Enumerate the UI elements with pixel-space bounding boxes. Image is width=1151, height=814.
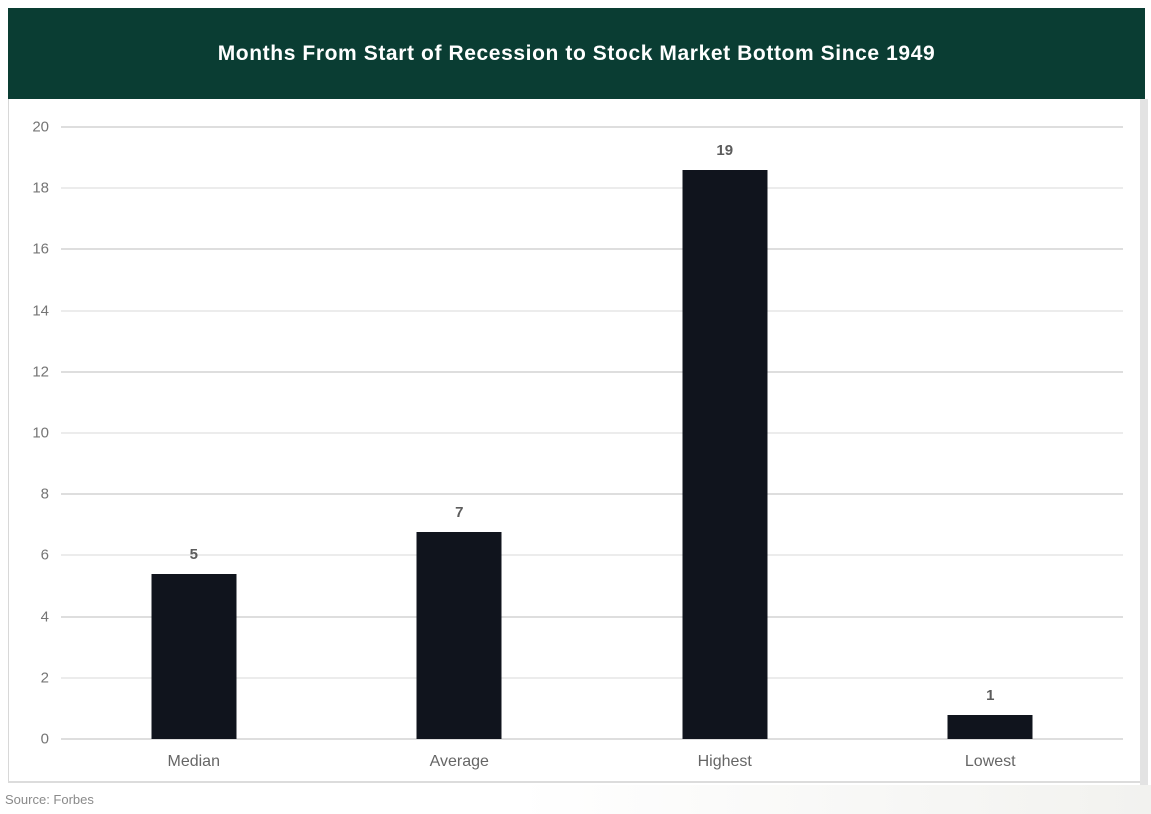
x-axis-label-highest: Highest (697, 753, 752, 770)
y-axis-tick-label: 2 (40, 669, 49, 687)
y-axis-tick-label: 20 (32, 118, 49, 136)
category-slot-highest: 19 Highest (592, 127, 858, 770)
bar-highest[interactable] (682, 169, 768, 739)
y-axis-tick-label: 0 (40, 730, 49, 748)
gridline-y6 (61, 554, 1123, 557)
gridline-y18 (61, 187, 1123, 190)
y-axis-tick-label: 6 (40, 546, 49, 564)
gridline-y4 (61, 615, 1123, 618)
x-axis-label-average: Average (429, 753, 489, 770)
bar-value-label: 1 (986, 686, 995, 704)
gridline-y16 (61, 248, 1123, 251)
gridline-y14 (61, 309, 1123, 312)
category-slot-average: 7 Average (327, 127, 593, 770)
category-slot-lowest: 1 Lowest (858, 127, 1124, 770)
y-axis-tick-label: 4 (40, 608, 49, 626)
y-axis-tick-label: 18 (32, 179, 49, 197)
bar-value-label: 5 (189, 545, 198, 563)
y-axis-tick-label: 10 (32, 424, 49, 442)
y-axis-tick-label: 12 (32, 363, 49, 381)
x-axis-label-median: Median (167, 753, 220, 770)
y-axis-tick-label: 16 (32, 240, 49, 258)
page-right-shadow (1140, 99, 1148, 785)
gridline-y12 (61, 370, 1123, 373)
plot-area: 0 2 4 6 8 10 12 14 16 18 20 5 Median 7 Average 19 Highes… (32, 120, 1124, 770)
gridline-y8 (61, 493, 1123, 496)
chart-title-banner: Months From Start of Recession to Stock … (8, 8, 1145, 99)
chart-title: Months From Start of Recession to Stock … (217, 41, 936, 65)
bar-median[interactable] (151, 573, 237, 739)
bar-value-label: 19 (716, 141, 734, 159)
chart-footer: Source: Forbes (0, 785, 1151, 814)
y-axis-tick-label: 8 (40, 485, 49, 503)
bar-value-label: 7 (455, 504, 464, 522)
chart-card: 0 2 4 6 8 10 12 14 16 18 20 5 Median 7 Average 19 Highes… (8, 99, 1140, 783)
category-slot-median: 5 Median (61, 127, 327, 770)
gridline-y0 (61, 738, 1123, 740)
bar-average[interactable] (416, 532, 502, 739)
source-attribution: Source: Forbes (5, 792, 94, 807)
bar-lowest[interactable] (947, 714, 1033, 739)
y-axis-tick-label: 14 (32, 302, 49, 320)
gridline-y2 (61, 676, 1123, 679)
gridline-y20 (61, 126, 1123, 128)
gridline-y10 (61, 432, 1123, 434)
x-axis-label-lowest: Lowest (964, 753, 1016, 770)
